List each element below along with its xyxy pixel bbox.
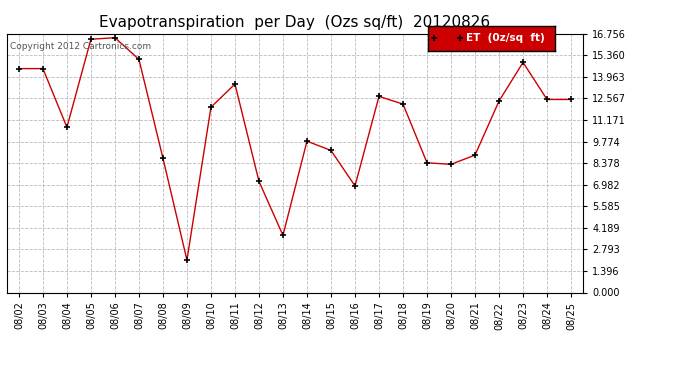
Title: Evapotranspiration  per Day  (Ozs sq/ft)  20120826: Evapotranspiration per Day (Ozs sq/ft) 2… <box>99 15 491 30</box>
Text: Copyright 2012 Cartronics.com: Copyright 2012 Cartronics.com <box>10 42 151 51</box>
Text: ET  (0z/sq  ft): ET (0z/sq ft) <box>466 33 545 44</box>
